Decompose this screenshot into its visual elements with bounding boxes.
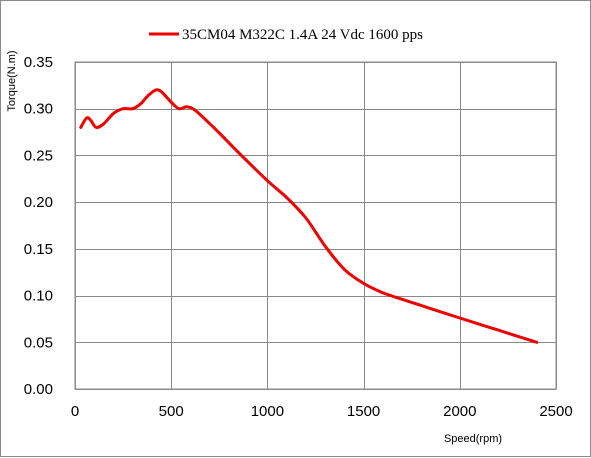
x-tick-label: 500: [159, 403, 184, 420]
y-tick-label: 0.00: [24, 381, 53, 398]
grid-lines: [75, 62, 557, 390]
legend: 35CM04 M322C 1.4A 24 Vdc 1600 pps: [149, 27, 423, 43]
x-tick-label: 1500: [347, 403, 380, 420]
series-line: [79, 88, 539, 344]
y-tick-label: 0.05: [24, 334, 53, 351]
legend-label: 35CM04 M322C 1.4A 24 Vdc 1600 pps: [182, 27, 423, 43]
x-axis-title: Speed(rpm): [444, 433, 502, 445]
y-tick-label: 0.30: [24, 101, 53, 118]
y-tick-label: 0.25: [24, 147, 53, 164]
y-tick-label: 0.35: [24, 54, 53, 71]
y-axis-title: Torque(N.m): [6, 50, 18, 111]
x-tick-labels: 0 500 1000 1500 2000 2500: [71, 403, 573, 420]
x-tick-label: 1000: [251, 403, 284, 420]
x-tick-label: 2000: [443, 403, 476, 420]
y-tick-label: 0.20: [24, 194, 53, 211]
y-tick-label: 0.10: [24, 288, 53, 305]
x-tick-label: 0: [71, 403, 79, 420]
y-tick-label: 0.15: [24, 241, 53, 258]
y-tick-labels: 0.00 0.05 0.10 0.15 0.20 0.25 0.30 0.35: [24, 54, 53, 398]
series-lines: [79, 88, 539, 344]
x-tick-label: 2500: [539, 403, 572, 420]
plot-area-border: [74, 61, 557, 390]
